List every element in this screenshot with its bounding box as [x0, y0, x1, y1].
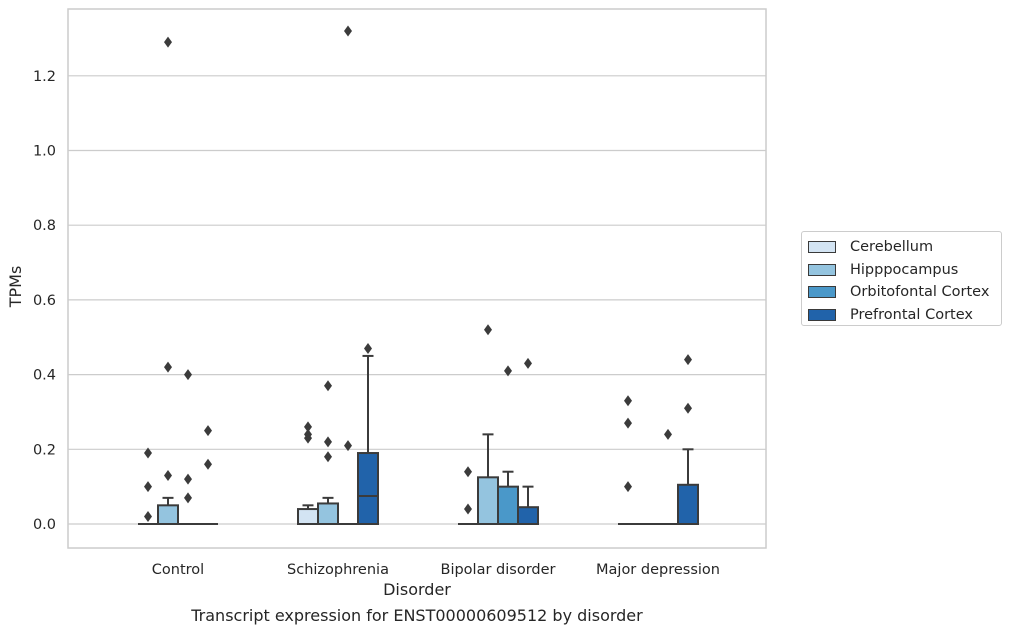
x-tick-label: Control [152, 562, 204, 578]
outlier-point [304, 428, 312, 440]
box-layer [138, 25, 699, 526]
chart-caption: Transcript expression for ENST0000060951… [191, 606, 643, 625]
y-tick-label: 0.8 [33, 218, 56, 234]
gridlines [68, 75, 766, 525]
outlier-point [144, 511, 152, 523]
y-axis-label: TPMs [6, 266, 25, 309]
x-axis-label: Disorder [383, 580, 451, 599]
y-tick-label: 0.6 [33, 293, 56, 309]
legend-label-hipppocampus: Hipppocampus [850, 261, 959, 278]
box-2-1 [338, 25, 358, 525]
outlier-point [144, 447, 152, 459]
legend-label-orbitofontal-cortex: Orbitofontal Cortex [850, 284, 990, 301]
outlier-point [304, 421, 312, 433]
y-tick-label: 1.0 [33, 144, 56, 160]
outlier-point [184, 492, 192, 504]
outlier-point [204, 425, 212, 437]
outlier-point [504, 365, 512, 377]
box-body [357, 452, 379, 525]
box-body [297, 508, 319, 525]
x-tick-label: Bipolar disorder [441, 562, 556, 578]
outlier-point [684, 402, 692, 414]
outlier-point [164, 361, 172, 373]
outlier-point [364, 342, 372, 354]
box-0-1 [297, 421, 319, 525]
box-3-3 [677, 354, 699, 525]
outlier-point [324, 380, 332, 392]
plot-area-frame [67, 8, 767, 549]
box-0-3 [618, 395, 638, 525]
y-tick-label: 0.0 [33, 517, 56, 533]
legend-item-hipppocampus: Hipppocampus [808, 259, 1001, 282]
legend: Cerebellum Hipppocampus Orbitofontal Cor… [801, 231, 1002, 326]
outlier-point [344, 440, 352, 452]
outlier-point [204, 458, 212, 470]
outlier-point [164, 469, 172, 481]
box-2-0 [178, 369, 198, 525]
legend-item-cerebellum: Cerebellum [808, 236, 1001, 259]
outlier-point [184, 473, 192, 485]
box-1-1 [317, 380, 339, 525]
outlier-point [524, 357, 532, 369]
outlier-point [344, 25, 352, 37]
outlier-point [624, 481, 632, 493]
outlier-point [144, 481, 152, 493]
legend-swatch-cerebellum [808, 241, 836, 254]
tick-labels: 0.0 0.2 0.4 0.6 0.8 1.0 1.2 Control Schizophreni… [33, 69, 720, 578]
box-body [157, 504, 179, 526]
legend-swatch-prefrontal-cortex [808, 308, 836, 321]
outlier-point [624, 417, 632, 429]
outlier-point [324, 451, 332, 463]
y-tick-label: 0.2 [33, 442, 56, 458]
legend-label-prefrontal-cortex: Prefrontal Cortex [850, 306, 973, 323]
outlier-point [664, 428, 672, 440]
box-3-1 [357, 342, 379, 525]
outlier-point [164, 36, 172, 48]
outlier-point [484, 324, 492, 336]
outlier-point [624, 395, 632, 407]
box-3-0 [198, 425, 218, 525]
legend-label-cerebellum: Cerebellum [850, 239, 934, 256]
box-1-2 [477, 324, 499, 525]
x-tick-label: Schizophrenia [287, 562, 389, 578]
box-0-2 [458, 466, 478, 525]
outlier-point [464, 466, 472, 478]
box-body [677, 483, 699, 525]
y-tick-label: 1.2 [33, 69, 56, 85]
legend-swatch-hipppocampus [808, 263, 836, 276]
box-body [497, 485, 519, 525]
box-body [517, 506, 539, 526]
box-1-0 [157, 36, 179, 526]
box-3-2 [517, 357, 539, 526]
box-2-3 [658, 428, 678, 525]
legend-item-orbitofontal-cortex: Orbitofontal Cortex [808, 281, 1001, 304]
outlier-point [464, 503, 472, 515]
legend-item-prefrontal-cortex: Prefrontal Cortex [808, 304, 1001, 327]
outlier-point [684, 354, 692, 366]
outlier-point [324, 436, 332, 448]
legend-swatch-orbitofontal-cortex [808, 286, 836, 299]
box-0-0 [138, 447, 158, 525]
box-body [477, 476, 499, 525]
y-tick-label: 0.4 [33, 368, 56, 384]
box-2-2 [497, 365, 519, 525]
outlier-point [184, 369, 192, 381]
box-body [317, 502, 339, 525]
x-tick-label: Major depression [596, 562, 720, 578]
